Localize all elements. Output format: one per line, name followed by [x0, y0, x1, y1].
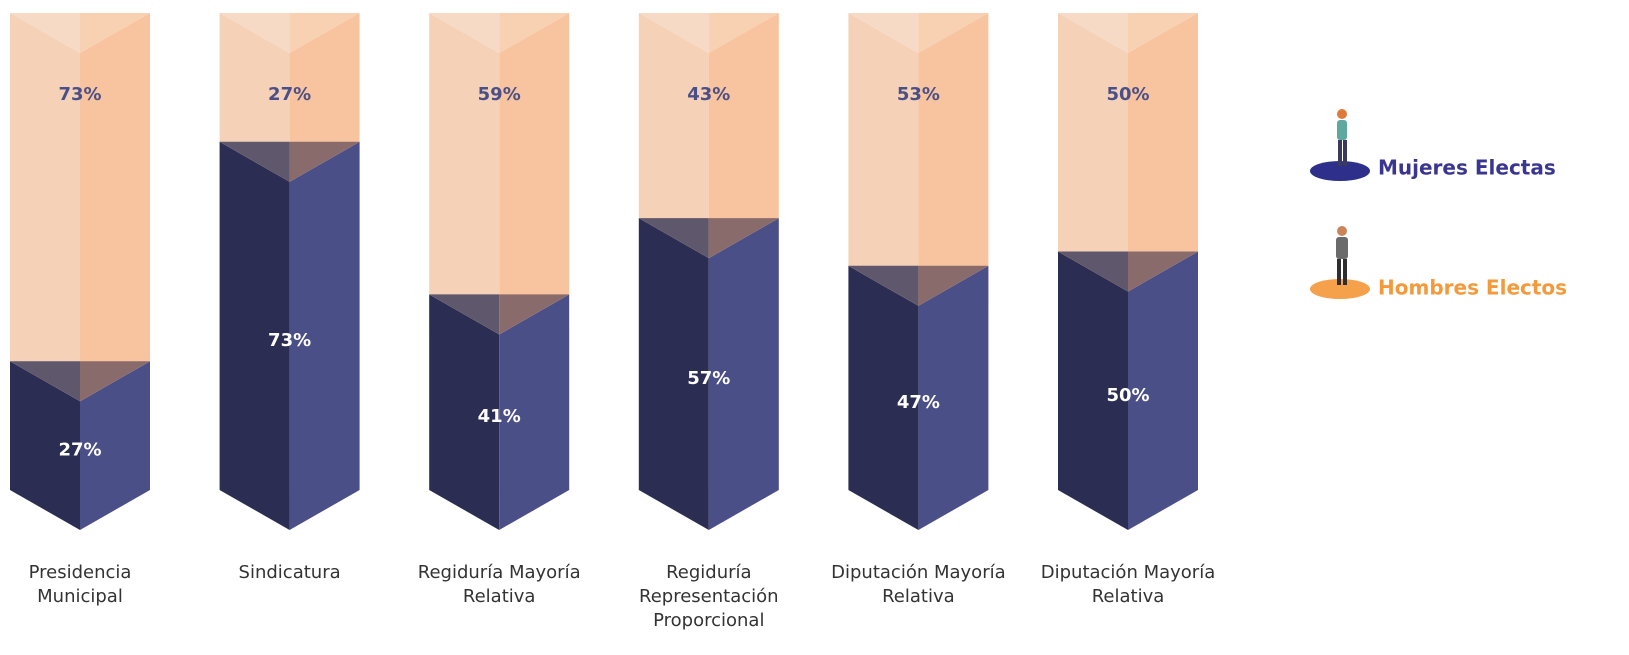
- value-label: 41%: [478, 406, 521, 427]
- bar-face-left: [219, 13, 290, 182]
- value-label: 73%: [268, 330, 311, 351]
- bar-segment: [219, 13, 360, 182]
- bar-face-right: [918, 265, 989, 530]
- bar-lid-right: [918, 265, 989, 306]
- bar-face-left: [848, 13, 919, 306]
- bar-lid-left: [848, 13, 919, 53]
- bar-segment: [638, 13, 779, 259]
- bar-lid-left: [10, 13, 80, 53]
- bar-face-right: [708, 218, 779, 531]
- bar-segment: [219, 141, 360, 531]
- bar-lid-right: [708, 218, 779, 259]
- bar-lid-left: [219, 141, 290, 182]
- x-tick-label: Sindicatura: [238, 562, 341, 583]
- bar-face-left: [1058, 251, 1128, 530]
- bar-face-left: [10, 361, 80, 530]
- bar-face-left: [219, 141, 290, 531]
- bar-segment: [848, 265, 989, 530]
- bar-lid-left: [10, 361, 80, 402]
- bar-face-left: [638, 13, 709, 259]
- legend-icon-women: [1310, 109, 1370, 181]
- value-label: 50%: [1106, 84, 1149, 105]
- bar-lid-left: [638, 218, 709, 259]
- bar-lid-right: [918, 13, 989, 53]
- value-label: 47%: [897, 392, 940, 413]
- bar-face-right: [499, 294, 570, 530]
- legend-icon-men: [1310, 226, 1370, 299]
- value-label: 57%: [687, 368, 730, 389]
- bar-face-left: [429, 13, 500, 335]
- bar-face-right: [918, 13, 989, 306]
- bar-lid-right: [289, 141, 360, 182]
- value-label: 59%: [478, 84, 521, 105]
- bar-lid-right: [1128, 251, 1198, 292]
- value-label: 43%: [687, 84, 730, 105]
- bar-lid-left: [429, 294, 500, 335]
- bar-lid-left: [1058, 251, 1128, 292]
- bar-face-left: [638, 218, 709, 531]
- bar-face-left: [848, 265, 919, 530]
- value-label: 53%: [897, 84, 940, 105]
- bar-lid-right: [289, 13, 360, 53]
- bar-lid-right: [80, 13, 150, 53]
- value-label: 73%: [58, 84, 101, 105]
- bar-segment: [429, 13, 570, 335]
- bar-face-right: [80, 13, 150, 402]
- x-tick-label: Diputación Mayoría Relativa: [1040, 562, 1216, 607]
- x-tick-label: Regiduría Mayoría Relativa: [417, 562, 581, 607]
- bar-face-left: [10, 13, 80, 402]
- bar-segment: [10, 361, 150, 530]
- bar-lid-right: [1128, 13, 1198, 53]
- value-label: 27%: [268, 84, 311, 105]
- bar-lid-left: [848, 265, 919, 306]
- bar-face-left: [429, 294, 500, 530]
- bar-segment: [848, 13, 989, 306]
- x-tick-label: Regiduría Representación Proporcional: [639, 562, 779, 631]
- bar-face-right: [289, 13, 360, 182]
- legend-label: Mujeres Electas: [1378, 156, 1556, 180]
- bar-face-right: [499, 13, 570, 335]
- bar-segment: [10, 13, 150, 402]
- bar-lid-right: [499, 294, 570, 335]
- bar-lid-left: [1058, 13, 1128, 53]
- bar-lid-right: [499, 13, 570, 53]
- bar-lid-left: [219, 13, 290, 53]
- bar-lid-left: [429, 13, 500, 53]
- legend-label: Hombres Electos: [1378, 276, 1567, 300]
- bar-segment: [1058, 251, 1198, 530]
- bar-segment: [1058, 13, 1198, 292]
- bar-lid-right: [80, 361, 150, 402]
- bar-face-right: [708, 13, 779, 259]
- x-tick-label: Presidencia Municipal: [28, 562, 132, 607]
- bar-segment: [429, 294, 570, 530]
- bar-lid-left: [638, 13, 709, 53]
- bar-lid-right: [708, 13, 779, 53]
- bar-segment: [638, 218, 779, 531]
- x-tick-label: Diputación Mayoría Relativa: [831, 562, 1006, 607]
- value-label: 50%: [1106, 385, 1149, 406]
- bar-face-right: [289, 141, 360, 531]
- value-label: 27%: [58, 440, 101, 461]
- bar-face-right: [1128, 13, 1198, 292]
- bar-face-right: [1128, 251, 1198, 530]
- bar-face-right: [80, 361, 150, 530]
- bar-face-left: [1058, 13, 1128, 292]
